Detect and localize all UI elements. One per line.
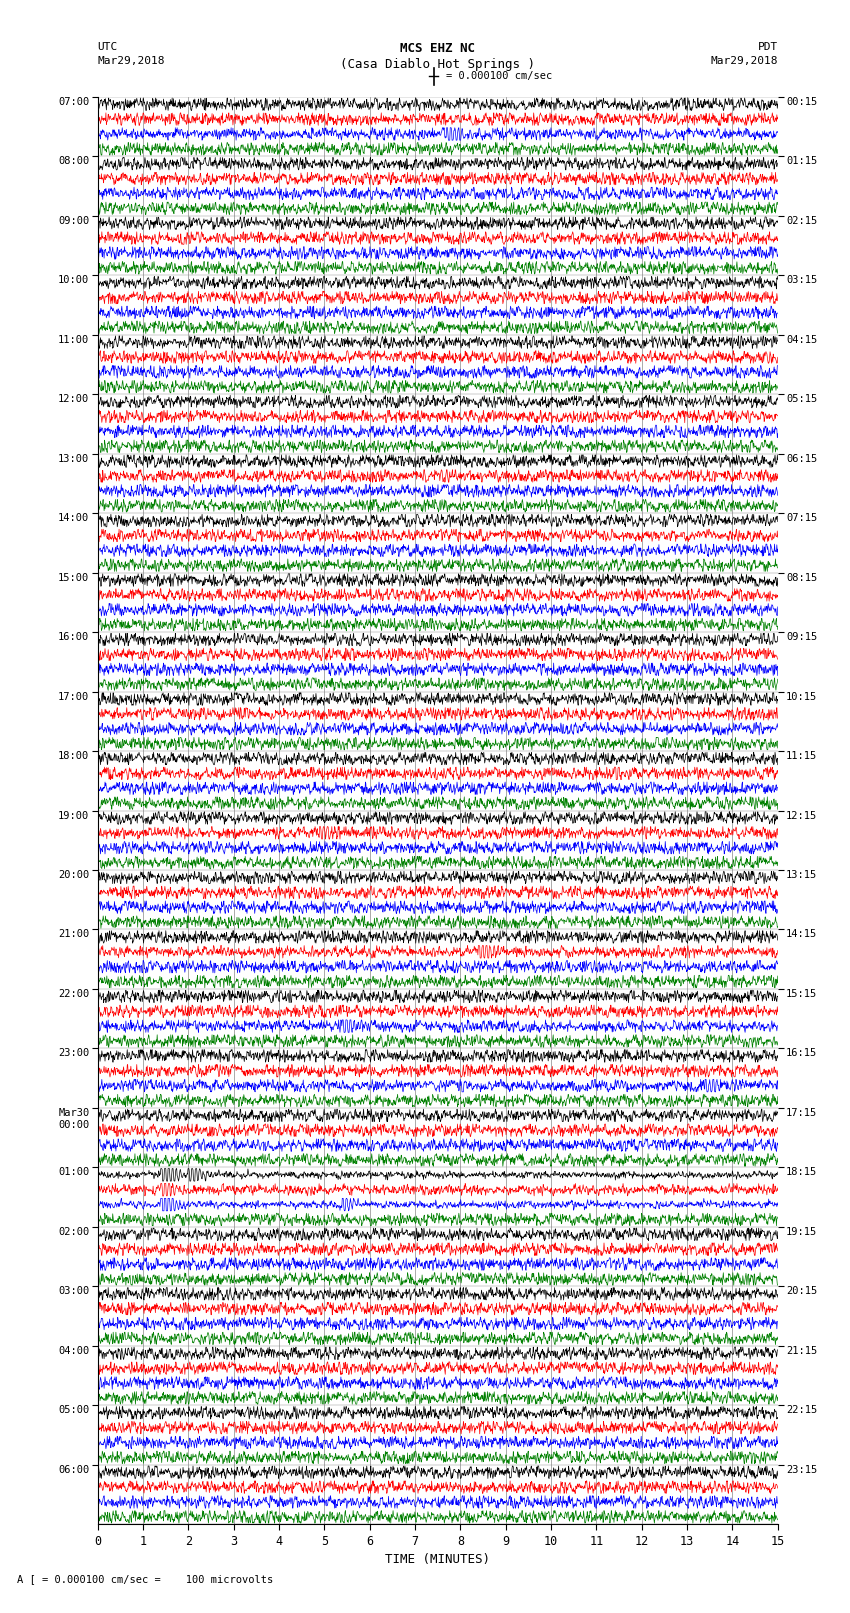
X-axis label: TIME (MINUTES): TIME (MINUTES): [385, 1553, 490, 1566]
Text: (Casa Diablo Hot Springs ): (Casa Diablo Hot Springs ): [340, 58, 536, 71]
Text: Mar29,2018: Mar29,2018: [98, 56, 165, 66]
Text: PDT: PDT: [757, 42, 778, 52]
Text: Mar29,2018: Mar29,2018: [711, 56, 778, 66]
Text: A [ = 0.000100 cm/sec =    100 microvolts: A [ = 0.000100 cm/sec = 100 microvolts: [17, 1574, 273, 1584]
Text: = 0.000100 cm/sec: = 0.000100 cm/sec: [446, 71, 552, 81]
Text: MCS EHZ NC: MCS EHZ NC: [400, 42, 475, 55]
Text: UTC: UTC: [98, 42, 118, 52]
